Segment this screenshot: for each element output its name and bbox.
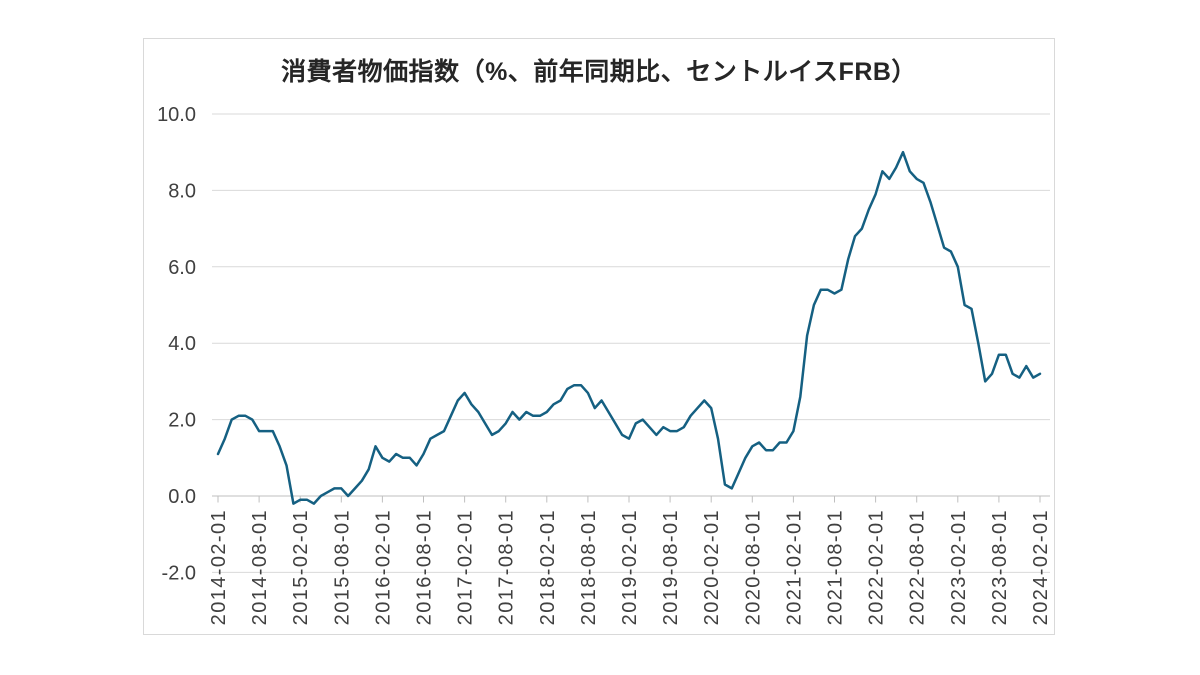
x-axis-tick-label: 2017-08-01 (496, 509, 518, 625)
x-axis-tick-label: 2020-02-01 (701, 509, 723, 625)
y-axis-tick-label: 10.0 (157, 104, 196, 126)
x-axis-tick-label: 2018-08-01 (578, 509, 600, 625)
x-axis-tick-label: 2014-02-01 (208, 509, 230, 625)
x-axis-tick-label: 2023-02-01 (948, 509, 970, 625)
x-axis-tick-label: 2021-02-01 (783, 509, 805, 625)
x-axis-tick-label: 2016-08-01 (414, 509, 436, 625)
y-axis-tick-label: 0.0 (168, 486, 196, 508)
x-axis-tick-label: 2020-08-01 (742, 509, 764, 625)
y-axis-tick-label: -2.0 (162, 562, 196, 584)
y-axis-tick-label: 2.0 (168, 410, 196, 432)
x-axis-tick-label: 2023-08-01 (989, 509, 1011, 625)
x-axis-tick-label: 2019-02-01 (619, 509, 641, 625)
x-axis-tick-label: 2024-02-01 (1030, 509, 1052, 625)
x-axis-tick-label: 2015-08-01 (331, 509, 353, 625)
chart-panel (143, 38, 1055, 635)
x-axis-tick-label: 2016-02-01 (372, 509, 394, 625)
x-axis-tick-label: 2021-08-01 (825, 509, 847, 625)
x-axis-tick-label: 2022-08-01 (907, 509, 929, 625)
cpi-line-series (216, 150, 1042, 505)
y-axis-tick-label: 6.0 (168, 257, 196, 279)
x-axis-tick-label: 2019-08-01 (660, 509, 682, 625)
x-axis-tick-label: 2017-02-01 (455, 509, 477, 625)
y-axis-tick-label: 4.0 (168, 333, 196, 355)
x-axis-tick-label: 2018-02-01 (537, 509, 559, 625)
chart-title: 消費者物価指数（%、前年同期比、セントルイスFRB） (281, 58, 917, 86)
y-axis-tick-label: 8.0 (168, 180, 196, 202)
x-axis-tick-label: 2022-02-01 (866, 509, 888, 625)
x-axis-tick-label: 2014-08-01 (249, 509, 271, 625)
x-axis-tick-label: 2015-02-01 (290, 509, 312, 625)
